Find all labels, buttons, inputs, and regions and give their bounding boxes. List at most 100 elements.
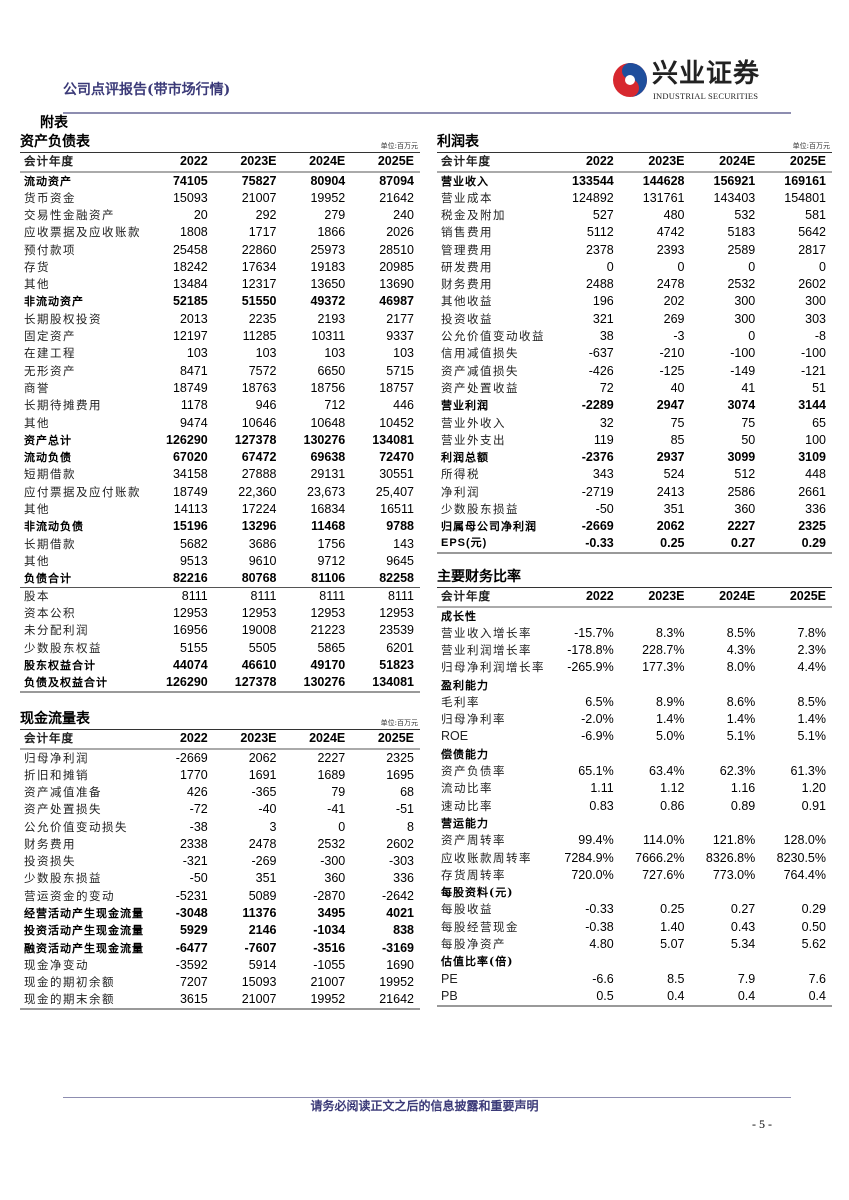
cell-value: 131761 <box>642 190 685 205</box>
cell-value: 144628 <box>642 173 685 188</box>
cell-value: 8.0% <box>726 660 756 675</box>
cell-value: 12953 <box>379 606 414 621</box>
cell-value <box>620 815 691 832</box>
cell-value: 3615 <box>145 991 214 1011</box>
cell-value: 25973 <box>310 242 346 257</box>
cell-value: 0.50 <box>801 919 826 934</box>
cell-value <box>761 746 832 763</box>
row-label: 盈利能力 <box>441 678 489 692</box>
cell-value: 2532 <box>727 277 756 292</box>
cell-value: 5.07 <box>660 936 685 951</box>
cell-value: -6.9% <box>581 729 614 744</box>
cell-value: 5914 <box>248 957 277 972</box>
cell-value: 133544 <box>572 173 614 188</box>
cell-value <box>620 746 691 763</box>
row-label: 资产减值准备 <box>24 784 102 799</box>
cell-value: -5231 <box>175 888 208 903</box>
table-row: 税金及附加 527 480 532 581 <box>437 207 832 224</box>
column-header: 2022 <box>145 729 214 750</box>
appendix-title: 附表 <box>40 115 68 131</box>
ratios-title: 主要财务比率 <box>437 568 832 587</box>
row-label: 少数股东权益 <box>24 640 102 655</box>
cell-value: 0.25 <box>660 902 685 917</box>
cell-value: 65.1% <box>578 764 614 779</box>
cell-value: 177.3% <box>642 660 685 675</box>
cell-value: -2669 <box>581 519 614 534</box>
cell-value: 25458 <box>172 242 208 257</box>
cell-value: 15093 <box>241 975 277 990</box>
cell-value: 51823 <box>379 658 414 673</box>
cell-value: 360 <box>324 871 346 886</box>
table-row: 流动资产 74105 75827 80904 87094 <box>20 172 420 190</box>
row-label: 其他 <box>24 501 50 516</box>
row-label: EPS(元) <box>437 535 549 555</box>
table-row: 资产处置损失 -72 -40 -41 -51 <box>20 801 420 818</box>
cell-value: 5183 <box>727 225 756 240</box>
logo-text-en: INDUSTRIAL SECURITIES <box>653 91 759 101</box>
row-label: 净利润 <box>441 484 480 499</box>
cell-value: 6650 <box>317 363 346 378</box>
cell-value: -2669 <box>175 750 208 765</box>
unit-label: 单位:百万元 <box>380 719 418 727</box>
cell-value: 1.4% <box>797 712 827 727</box>
cell-value: 727.6% <box>642 867 685 882</box>
column-header: 会计年度 <box>437 587 549 608</box>
cell-value <box>549 607 620 625</box>
row-label: 少数股东损益 <box>24 871 102 886</box>
table-row: 长期借款 5682 3686 1756 143 <box>20 535 420 552</box>
cell-value: 1.12 <box>660 781 685 796</box>
cell-value: 581 <box>805 207 826 222</box>
cell-value: 21007 <box>213 991 283 1011</box>
table-row: 营业利润 -2289 2947 3074 3144 <box>437 397 832 414</box>
cell-value: 279 <box>324 207 346 222</box>
cell-value: 8111 <box>213 587 283 606</box>
row-label: 交易性金融资产 <box>24 207 115 222</box>
row-label: 存货 <box>24 259 50 274</box>
table-row: 其他 13484 12317 13650 13690 <box>20 276 420 293</box>
row-label: 财务费用 <box>24 836 76 851</box>
column-header: 2022 <box>549 152 620 173</box>
table-row: 折旧和摊销 1770 1691 1689 1695 <box>20 767 420 784</box>
cell-value: 34158 <box>172 467 208 482</box>
row-label: 财务费用 <box>441 277 493 292</box>
table-row: 资产负债率 65.1% 63.4% 62.3% 61.3% <box>437 763 832 780</box>
cell-value: 8230.5% <box>776 850 826 865</box>
table-row: 资产减值损失 -426 -125 -149 -121 <box>437 362 832 379</box>
cell-value <box>761 815 832 832</box>
cell-value: 46987 <box>379 294 414 309</box>
cell-value: 2378 <box>585 242 614 257</box>
cell-value: 2586 <box>727 484 756 499</box>
cell-value: 75 <box>670 415 685 430</box>
cell-value: -121 <box>800 363 826 378</box>
row-label: 长期待摊费用 <box>24 398 102 413</box>
table-row: 其他 9474 10646 10648 10452 <box>20 414 420 431</box>
table-row: 融资活动产生现金流量 -6477 -7607 -3516 -3169 <box>20 939 420 956</box>
cell-value: 1695 <box>386 767 414 782</box>
cell-value <box>691 884 762 901</box>
cell-value: -365 <box>251 784 277 799</box>
cell-value: 2532 <box>317 836 346 851</box>
cell-value: 10648 <box>310 415 346 430</box>
cell-value: 23539 <box>379 623 414 638</box>
table-row: 所得税 343 524 512 448 <box>437 466 832 483</box>
cell-value: 13650 <box>310 277 346 292</box>
table-row: 资产减值准备 426 -365 79 68 <box>20 784 420 801</box>
cell-value: 512 <box>734 467 756 482</box>
cell-value: 134081 <box>351 674 420 694</box>
cell-value: 360 <box>734 501 756 516</box>
cell-value: 12953 <box>241 606 277 621</box>
row-label: 归属母公司净利润 <box>441 520 537 534</box>
cell-value: 103 <box>393 346 414 361</box>
cell-value: 9610 <box>248 553 277 568</box>
table-row: 财务费用 2488 2478 2532 2602 <box>437 276 832 293</box>
row-label: 负债及权益合计 <box>20 674 145 694</box>
row-label: 固定资产 <box>24 329 76 344</box>
cell-value <box>761 676 832 693</box>
table-row: 商誉 18749 18763 18756 18757 <box>20 380 420 397</box>
cell-value: 1.40 <box>660 919 685 934</box>
row-label: 资产处置损失 <box>24 802 102 817</box>
cell-value: 21642 <box>379 190 414 205</box>
row-label: 在建工程 <box>24 346 76 361</box>
cell-value: -100 <box>800 346 826 361</box>
table-row: 其他 9513 9610 9712 9645 <box>20 553 420 570</box>
